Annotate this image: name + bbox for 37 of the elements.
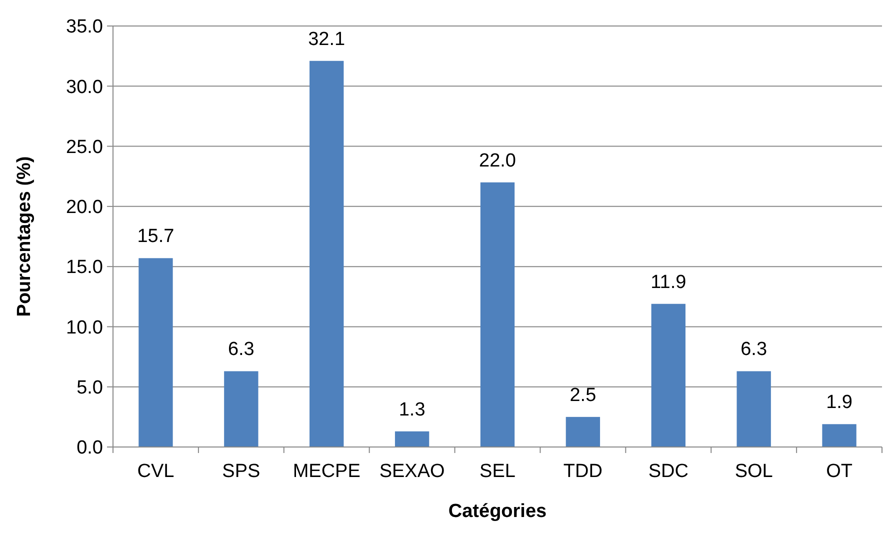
bar xyxy=(566,416,600,447)
x-tick-label: SEXAO xyxy=(379,461,445,482)
data-label: 22.0 xyxy=(479,150,516,172)
data-label: 6.3 xyxy=(228,339,254,360)
bar xyxy=(224,371,258,447)
data-label: 6.3 xyxy=(740,339,768,360)
data-label: 1.3 xyxy=(398,399,426,420)
data-label: 32.1 xyxy=(308,28,346,50)
x-tick-label: CVL xyxy=(137,461,174,482)
bar xyxy=(651,304,686,447)
bar xyxy=(480,182,515,447)
x-tick-label: SDC xyxy=(648,461,688,482)
y-tick-label: 25.0 xyxy=(66,136,103,158)
y-tick-label: 15.0 xyxy=(66,257,103,278)
data-label: 11.9 xyxy=(650,272,686,293)
x-tick-label: SEL xyxy=(480,461,516,482)
bar xyxy=(736,371,771,447)
data-label: 1.9 xyxy=(826,392,852,414)
x-tick-label: MECPE xyxy=(292,461,360,482)
x-tick-label: TDD xyxy=(563,461,602,482)
y-tick-label: 20.0 xyxy=(66,197,103,218)
bar xyxy=(394,431,430,447)
x-tick-label: SOL xyxy=(734,461,773,482)
x-tick-label: OT xyxy=(826,461,853,482)
bar xyxy=(310,60,344,447)
bar xyxy=(138,258,173,447)
y-tick-label: 30.0 xyxy=(66,76,103,98)
y-tick-label: 0.0 xyxy=(76,438,103,459)
data-label: 2.5 xyxy=(570,384,596,406)
data-label: 15.7 xyxy=(137,226,174,248)
y-tick-label: 10.0 xyxy=(66,317,103,338)
y-tick-label: 35.0 xyxy=(66,16,103,38)
x-tick-label: SPS xyxy=(222,461,260,482)
y-tick-label: 5.0 xyxy=(76,378,103,399)
y-axis-title: Pourcentages (%) xyxy=(14,156,35,317)
bar xyxy=(822,424,856,447)
x-axis-title: Catégories xyxy=(448,501,547,522)
